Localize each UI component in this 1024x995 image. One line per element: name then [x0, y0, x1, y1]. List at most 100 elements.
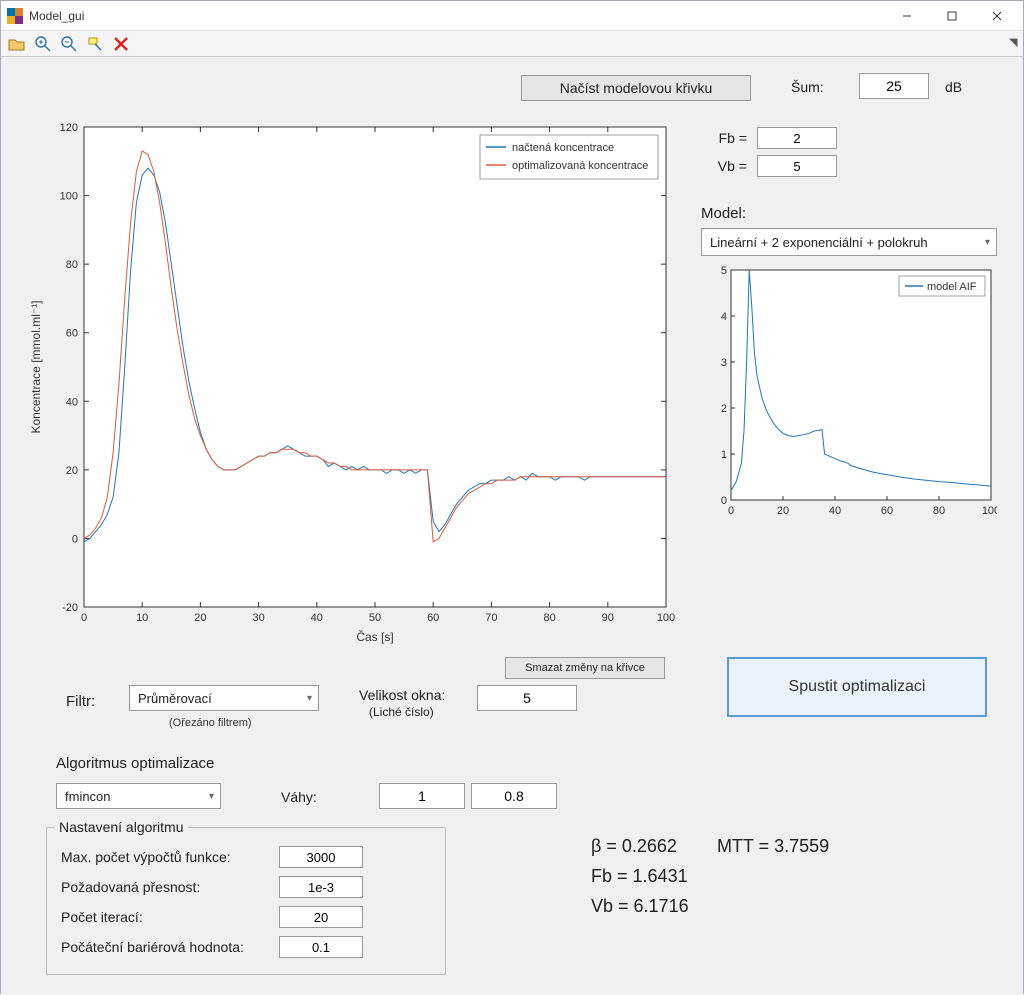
- svg-text:20: 20: [194, 612, 206, 624]
- toolbar-collapse-icon[interactable]: ◣: [1009, 37, 1017, 50]
- data-cursor-icon[interactable]: [85, 34, 105, 54]
- svg-text:3: 3: [721, 357, 727, 369]
- svg-text:4: 4: [721, 311, 727, 323]
- window-size-sublabel: (Liché číslo): [369, 705, 434, 719]
- svg-text:0: 0: [728, 505, 734, 517]
- filter-label: Filtr:: [66, 693, 95, 710]
- maximize-button[interactable]: [929, 2, 974, 30]
- fb-input[interactable]: [757, 127, 837, 149]
- open-file-icon[interactable]: [7, 34, 27, 54]
- matlab-icon: [7, 8, 23, 24]
- clear-changes-button[interactable]: Smazat změny na křivce: [505, 657, 665, 679]
- filter-note: (Ořezáno filtrem): [169, 717, 252, 729]
- model-label: Model:: [701, 205, 1001, 222]
- svg-text:80: 80: [543, 612, 555, 624]
- svg-text:60: 60: [66, 328, 78, 340]
- barrier-label: Počáteční bariérová hodnota:: [61, 939, 279, 955]
- filter-select-value: Průměrovací: [138, 691, 212, 706]
- window-title: Model_gui: [29, 9, 884, 23]
- chevron-down-icon: ▾: [307, 693, 312, 704]
- noise-label: Šum:: [791, 79, 824, 95]
- svg-text:-20: -20: [62, 602, 78, 614]
- algorithm-select[interactable]: fmincon ▾: [56, 783, 221, 809]
- minimize-button[interactable]: [884, 2, 929, 30]
- algorithm-select-value: fmincon: [65, 789, 111, 804]
- svg-text:načtená koncentrace: načtená koncentrace: [512, 142, 614, 154]
- svg-text:40: 40: [66, 396, 78, 408]
- model-select[interactable]: Lineární + 2 exponenciální + polokruh ▾: [701, 228, 997, 256]
- svg-text:40: 40: [311, 612, 323, 624]
- model-preview-chart: 0 20 40 60 80 100 0 1 2 3 4 5 model AIF: [701, 264, 997, 524]
- tolerance-input[interactable]: [279, 876, 363, 898]
- mtt-value: 3.7559: [774, 836, 829, 856]
- svg-text:80: 80: [66, 259, 78, 271]
- algorithm-settings-group: Nastavení algoritmu Max. počet výpočtů f…: [46, 827, 446, 975]
- svg-text:0: 0: [721, 495, 727, 507]
- vb-result-value: 6.1716: [634, 896, 689, 916]
- svg-text:0: 0: [72, 533, 78, 545]
- tolerance-label: Požadovaná přesnost:: [61, 879, 279, 895]
- figure-toolbar: ◣: [1, 31, 1023, 57]
- svg-text:Koncentrace [mmol.ml⁻¹]: Koncentrace [mmol.ml⁻¹]: [29, 300, 43, 433]
- delete-icon[interactable]: [111, 34, 131, 54]
- svg-text:optimalizovaná koncentrace: optimalizovaná koncentrace: [512, 160, 648, 172]
- iterations-label: Počet iterací:: [61, 909, 279, 925]
- svg-text:model AIF: model AIF: [927, 281, 977, 293]
- svg-text:2: 2: [721, 403, 727, 415]
- run-optimization-button[interactable]: Spustit optimalizaci: [727, 657, 987, 717]
- svg-text:100: 100: [657, 612, 675, 624]
- svg-text:40: 40: [829, 505, 841, 517]
- svg-text:80: 80: [933, 505, 945, 517]
- max-eval-label: Max. počet výpočtů funkce:: [61, 849, 279, 865]
- svg-text:90: 90: [602, 612, 614, 624]
- svg-text:5: 5: [721, 265, 727, 277]
- model-select-value: Lineární + 2 exponenciální + polokruh: [710, 235, 928, 250]
- fb-result-value: 1.6431: [633, 866, 688, 886]
- weight2-input[interactable]: [471, 783, 557, 809]
- svg-text:60: 60: [427, 612, 439, 624]
- svg-text:20: 20: [66, 465, 78, 477]
- iterations-input[interactable]: [279, 906, 363, 928]
- vb-result-label: Vb =: [591, 896, 634, 916]
- barrier-input[interactable]: [279, 936, 363, 958]
- app-window: Model_gui ◣ N: [0, 0, 1024, 994]
- client-area: Načíst modelovou křivku Šum: dB 01020304…: [1, 57, 1023, 995]
- svg-text:60: 60: [881, 505, 893, 517]
- svg-text:100: 100: [60, 191, 78, 203]
- weights-label: Váhy:: [281, 789, 317, 805]
- chevron-down-icon: ▾: [209, 791, 214, 802]
- main-chart: 0102030405060708090100-20020406080100120…: [26, 117, 676, 647]
- vb-input[interactable]: [757, 155, 837, 177]
- fb-result-label: Fb =: [591, 866, 633, 886]
- beta-value: 0.2662: [622, 836, 677, 856]
- svg-text:30: 30: [252, 612, 264, 624]
- filter-select[interactable]: Průměrovací ▾: [129, 685, 319, 711]
- svg-text:50: 50: [369, 612, 381, 624]
- close-button[interactable]: [974, 2, 1019, 30]
- svg-text:120: 120: [60, 122, 78, 134]
- noise-input[interactable]: [859, 73, 929, 99]
- noise-unit: dB: [945, 79, 962, 95]
- svg-text:70: 70: [485, 612, 497, 624]
- zoom-in-icon[interactable]: [33, 34, 53, 54]
- chevron-down-icon: ▾: [985, 237, 990, 248]
- fb-label: Fb =: [701, 130, 757, 146]
- zoom-out-icon[interactable]: [59, 34, 79, 54]
- svg-text:100: 100: [982, 505, 997, 517]
- window-size-input[interactable]: [477, 685, 577, 711]
- algorithm-settings-title: Nastavení algoritmu: [55, 819, 188, 835]
- beta-label: β =: [591, 836, 622, 856]
- svg-text:Čas [s]: Čas [s]: [356, 629, 393, 644]
- titlebar: Model_gui: [1, 1, 1023, 31]
- mtt-label: MTT =: [717, 836, 774, 856]
- vb-label: Vb =: [701, 158, 757, 174]
- svg-text:20: 20: [777, 505, 789, 517]
- window-size-label: Velikost okna:: [359, 687, 445, 703]
- load-curve-button[interactable]: Načíst modelovou křivku: [521, 75, 751, 101]
- svg-text:1: 1: [721, 449, 727, 461]
- svg-text:0: 0: [81, 612, 87, 624]
- svg-text:10: 10: [136, 612, 148, 624]
- max-eval-input[interactable]: [279, 846, 363, 868]
- weight1-input[interactable]: [379, 783, 465, 809]
- results-panel: β = 0.2662 MTT = 3.7559 Fb = 1.6431 Vb =…: [591, 831, 829, 921]
